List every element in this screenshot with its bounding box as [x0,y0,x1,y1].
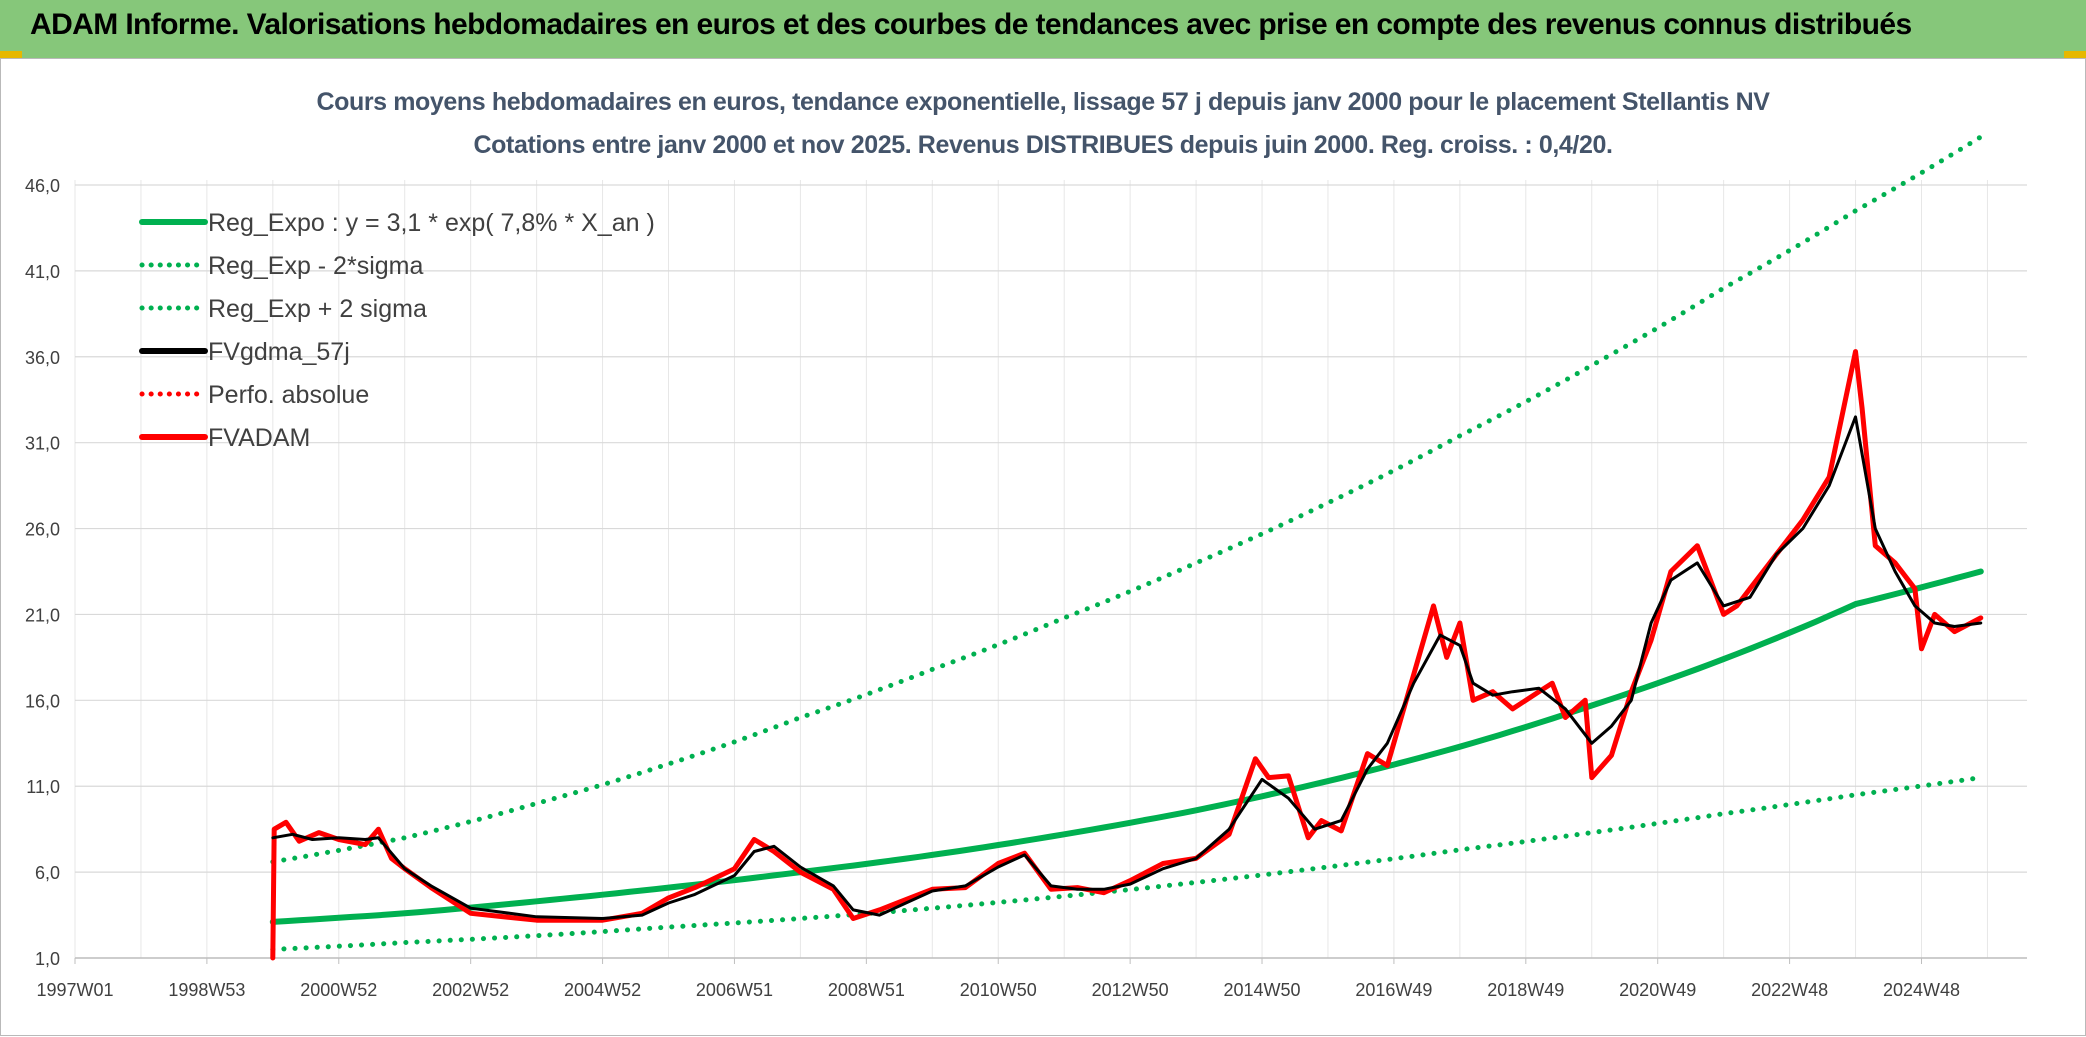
y-tick-label: 26,0 [25,520,60,540]
legend-label-reg_minus: Reg_Exp - 2*sigma [208,252,423,280]
page-title: ADAM Informe. Valorisations hebdomadaire… [30,8,1912,41]
y-tick-label: 21,0 [25,605,60,625]
banner-corner-left [0,51,22,58]
chart-title-line-1: Cours moyens hebdomadaires en euros, ten… [316,88,1770,116]
x-tick-label: 2018W49 [1487,980,1564,1000]
x-axis-ticks: 1997W01 1998W53 2000W52 2002W52 2004W52 2006W… [36,958,1960,1000]
series-reg-expo [269,568,1984,925]
x-tick-label: 2022W48 [1751,980,1828,1000]
x-tick-label: 2020W49 [1619,980,1696,1000]
header-banner: ADAM Informe. Valorisations hebdomadaire… [0,0,2086,58]
legend-label-reg_plus: Reg_Exp + 2 sigma [208,295,427,323]
x-tick-label: 2024W48 [1883,980,1960,1000]
banner-corner-right [2064,51,2086,58]
series-reg-minus-2sigma [270,775,1984,952]
legend-label-reg_expo: Reg_Expo : y = 3,1 * exp( 7,8% * X_an ) [208,209,655,237]
x-tick-label: 2008W51 [828,980,905,1000]
x-tick-label: 2016W49 [1355,980,1432,1000]
x-tick-label: 2000W52 [300,980,377,1000]
y-tick-label: 1,0 [35,949,60,969]
series-reg-plus-2sigma [270,134,1984,865]
x-tick-label: 2004W52 [564,980,641,1000]
y-tick-label: 46,0 [25,176,60,196]
series-fvgdma-57j [271,415,1983,920]
y-tick-label: 31,0 [25,434,60,454]
x-tick-label: 2014W50 [1223,980,1300,1000]
x-tick-label: 1997W01 [36,980,113,1000]
legend-label-fvadam: FVADAM [208,424,310,452]
legend: Reg_Expo : y = 3,1 * exp( 7,8% * X_an ) R… [139,209,655,452]
legend-label-perfo: Perfo. absolue [208,381,369,409]
x-tick-label: 2002W52 [432,980,509,1000]
x-tick-label: 2006W51 [696,980,773,1000]
y-tick-label: 16,0 [25,691,60,711]
chart-title-line-2: Cotations entre janv 2000 et nov 2025. R… [473,131,1613,159]
series-fvadam [270,349,1984,961]
gridlines [74,180,2027,959]
y-tick-label: 36,0 [25,348,60,368]
y-tick-label: 11,0 [26,777,60,797]
y-axis-ticks: 1,0 6,0 11,0 16,0 21,0 26,0 31,0 36,0 41,0 46,0 [25,176,60,969]
legend-label-fvgdma: FVgdma_57j [208,338,350,366]
y-tick-label: 41,0 [25,262,60,282]
x-tick-label: 2012W50 [1092,980,1169,1000]
x-tick-label: 2010W50 [960,980,1037,1000]
x-tick-label: 1998W53 [168,980,245,1000]
y-tick-label: 6,0 [35,863,60,883]
series-lines [269,134,1984,961]
